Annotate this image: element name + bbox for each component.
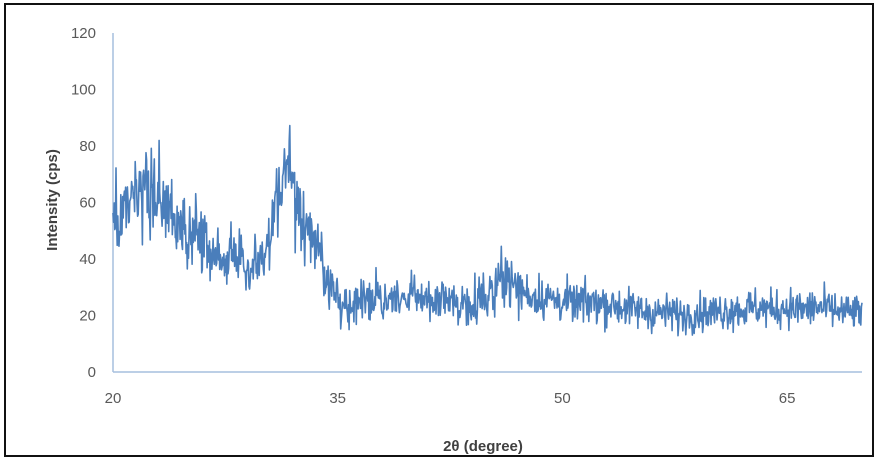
y-tick-label: 80	[79, 138, 96, 155]
y-tick-label: 40	[79, 251, 96, 268]
y-tick-label: 100	[71, 82, 96, 99]
y-tick-label: 120	[71, 25, 96, 42]
y-tick-label: 20	[79, 308, 96, 325]
y-axis-title: Intensity (cps)	[44, 149, 61, 251]
series-line	[112, 124, 863, 337]
x-tick-label: 35	[329, 390, 346, 407]
y-tick-label: 60	[79, 195, 96, 212]
y-tick-labels: 0 20 40 60 80 100 120	[71, 25, 96, 381]
x-axis-title: 2θ (degree)	[443, 438, 523, 455]
x-tick-labels: 20 35 50 65	[105, 390, 796, 407]
x-tick-label: 65	[779, 390, 796, 407]
x-tick-label: 20	[105, 390, 122, 407]
series-group	[112, 124, 863, 337]
x-tick-label: 50	[554, 390, 571, 407]
chart-frame	[4, 3, 874, 457]
y-tick-label: 0	[88, 364, 96, 381]
